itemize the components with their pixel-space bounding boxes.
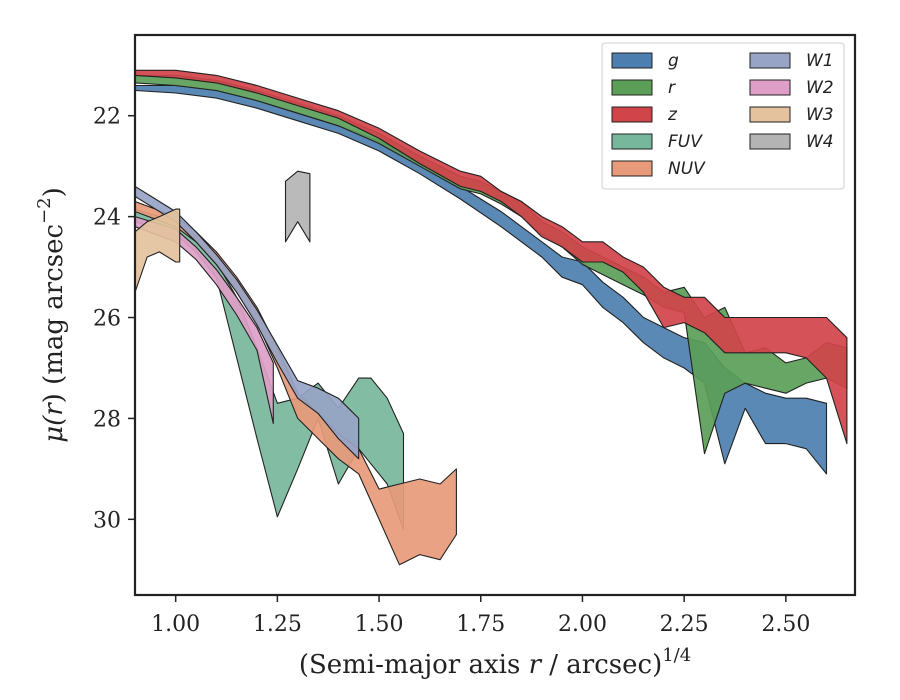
legend: grz FUV NUV W1 W2 W3 W4 [601,42,845,190]
x-tick-label: 1.50 [355,612,404,637]
legend-label-r: r [668,78,676,98]
x-tick-label: 1.75 [456,612,505,637]
legend-label-nuv: NUV [668,159,706,179]
x-tick-label: 2.00 [558,612,607,637]
legend-label-w3: W3 [806,105,834,125]
y-tick-label: 30 [93,508,121,533]
y-axis-label-suffix: ) [39,187,69,197]
x-axis-label: (Semi-major axis r / arcsec)1/4 [299,645,691,680]
x-axis-label-prefix: (Semi-major axis [299,650,529,680]
y-axis-label-mid: ) (mag arcsec [39,224,69,403]
y-tick-label: 22 [93,105,121,130]
x-tick-label: 2.50 [761,612,810,637]
x-tick-label: 2.25 [660,612,709,637]
legend-label-g: g [668,51,679,71]
legend-label-fuv: FUV [668,132,703,152]
band-w1 [135,185,360,460]
x-axis-label-var: r [529,650,543,680]
legend-swatch-g [611,52,653,69]
legend-label-w1: W1 [806,51,834,71]
y-axis-label-var: r [39,402,69,416]
legend-swatch-w1 [749,52,791,69]
legend-label-w2: W2 [806,78,834,98]
y-tick-label: 28 [93,407,121,432]
band-w4 [284,170,311,243]
y-tick-label: 24 [93,206,121,231]
x-tick-label: 1.25 [253,612,302,637]
band-z [135,69,848,445]
y-axis-ticks: 22 24 26 28 30 [93,105,135,533]
band-layer [135,69,848,566]
legend-swatch-w3 [749,106,791,123]
band-w3 [135,208,181,293]
x-axis-label-sup: 1/4 [662,645,691,666]
legend-label-w4: W4 [806,132,834,152]
legend-label-z: z [667,105,678,125]
legend-swatch-fuv [611,133,653,150]
y-axis-label-sup: −2 [34,197,55,224]
y-axis-label-prefix: μ( [39,415,69,443]
x-tick-label: 1.00 [151,612,200,637]
y-tick-label: 26 [93,307,121,332]
x-axis-label-mid: / arcsec) [541,650,662,680]
band-g [135,84,828,475]
x-axis-ticks: 1.00 1.25 1.50 1.75 2.00 2.25 2.50 [151,595,810,637]
plot-frame [133,33,857,597]
legend-swatch-z [611,106,653,123]
legend-swatch-w4 [749,133,791,150]
legend-swatch-r [611,79,653,96]
legend-swatch-nuv [611,160,653,177]
band-w2 [135,216,274,425]
legend-swatch-w2 [749,79,791,96]
y-axis-label: μ(r) (mag arcsec−2) [34,187,69,443]
